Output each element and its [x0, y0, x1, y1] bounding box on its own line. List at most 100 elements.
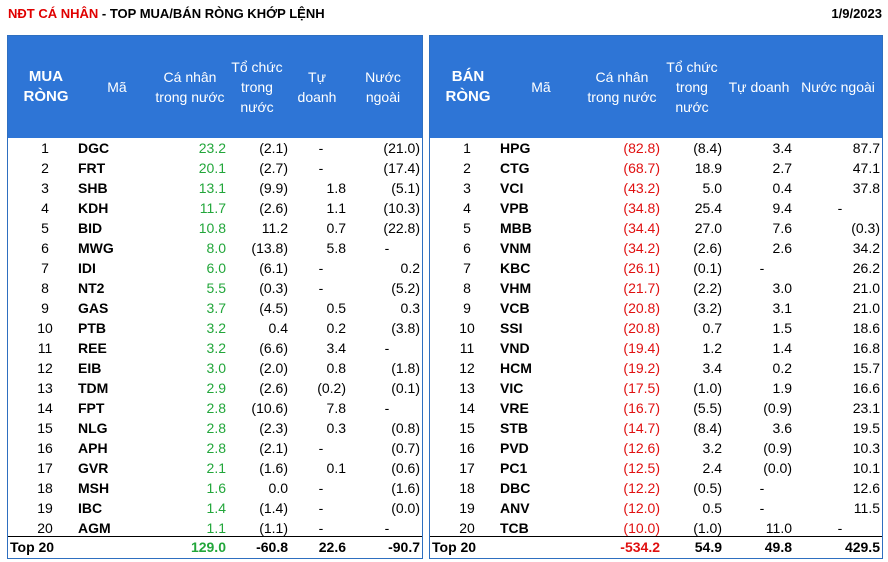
cell-ticker: IDI: [78, 260, 96, 276]
cell-rank: 9: [463, 300, 471, 316]
total-individual: 129.0: [190, 539, 226, 555]
cell-ticker: REE: [78, 340, 107, 356]
table-row: 11 VND (19.4) 1.2 1.4 16.8: [430, 338, 882, 358]
cell-individual: (16.7): [623, 400, 660, 416]
cell-ticker: KBC: [500, 260, 531, 276]
cell-individual: (12.0): [623, 500, 660, 516]
table-row: 4 VPB (34.8) 25.4 9.4 -: [430, 198, 882, 218]
table-row: 15 NLG 2.8 (2.3) 0.3 (0.8): [8, 418, 422, 438]
cell-prop: 0.2: [772, 360, 792, 376]
table-row: 20 AGM 1.1 (1.1) - -: [8, 518, 422, 538]
cell-foreign: (0.3): [851, 220, 880, 236]
header-prop: Tự doanh: [728, 79, 790, 95]
cell-individual: 11.7: [199, 200, 226, 216]
cell-foreign: (5.1): [391, 180, 420, 196]
cell-institution: 0.7: [702, 320, 722, 336]
cell-institution: (0.3): [259, 280, 288, 296]
cell-ticker: BID: [78, 220, 103, 236]
cell-institution: (1.1): [259, 520, 288, 536]
header-ticker: Mã: [531, 79, 551, 95]
cell-ticker: DGC: [78, 140, 110, 156]
cell-institution: (8.4): [693, 420, 722, 436]
table-row: 2 FRT 20.1 (2.7) - (17.4): [8, 158, 422, 178]
cell-ticker: VNM: [500, 240, 532, 256]
cell-individual: 2.9: [206, 380, 226, 396]
cell-individual: (82.8): [623, 140, 660, 156]
table-row: 17 PC1 (12.5) 2.4 (0.0) 10.1: [430, 458, 882, 478]
cell-rank: 7: [41, 260, 49, 276]
cell-prop: -: [318, 480, 324, 496]
cell-individual: (14.7): [623, 420, 660, 436]
cell-individual: (34.8): [623, 200, 660, 216]
cell-prop: 3.0: [772, 280, 792, 296]
cell-prop: -: [318, 160, 324, 176]
table-row: 1 DGC 23.2 (2.1) - (21.0): [8, 138, 422, 158]
cell-institution: (2.6): [259, 200, 288, 216]
cell-institution: (1.0): [693, 380, 722, 396]
cell-individual: (19.2): [623, 360, 660, 376]
cell-foreign: 15.7: [852, 360, 880, 376]
cell-ticker: GVR: [78, 460, 109, 476]
cell-individual: (20.8): [623, 320, 660, 336]
cell-foreign: (0.7): [391, 440, 420, 456]
cell-institution: (3.2): [693, 300, 722, 316]
cell-individual: (12.2): [623, 480, 660, 496]
cell-prop: 2.6: [772, 240, 792, 256]
cell-rank: 14: [459, 400, 475, 416]
cell-prop: 0.7: [326, 220, 346, 236]
cell-ticker: VIC: [500, 380, 524, 396]
cell-prop: 3.1: [772, 300, 792, 316]
cell-foreign: 18.6: [852, 320, 880, 336]
header-individual: Cá nhân trong nước: [155, 69, 225, 105]
cell-institution: (2.7): [259, 160, 288, 176]
cell-prop: (0.9): [763, 440, 792, 456]
cell-institution: 0.4: [268, 320, 288, 336]
cell-rank: 5: [41, 220, 49, 236]
cell-prop: (0.0): [763, 460, 792, 476]
cell-ticker: NLG: [78, 420, 108, 436]
title-rest: - TOP MUA/BÁN RÒNG KHỚP LỆNH: [98, 6, 325, 21]
cell-prop: -: [759, 260, 765, 276]
cell-rank: 6: [463, 240, 471, 256]
cell-institution: (2.6): [259, 380, 288, 396]
header-institution: Tổ chức trong nước: [666, 59, 718, 115]
table-row: 5 BID 10.8 11.2 0.7 (22.8): [8, 218, 422, 238]
header-prop: Tự doanh: [297, 69, 337, 105]
table-row: 3 VCI (43.2) 5.0 0.4 37.8: [430, 178, 882, 198]
cell-institution: (2.1): [259, 440, 288, 456]
cell-foreign: -: [384, 340, 390, 356]
cell-prop: -: [318, 440, 324, 456]
cell-individual: 13.1: [198, 180, 226, 196]
cell-individual: 23.2: [198, 140, 226, 156]
table-row: 17 GVR 2.1 (1.6) 0.1 (0.6): [8, 458, 422, 478]
cell-ticker: APH: [78, 440, 108, 456]
cell-ticker: CTG: [500, 160, 530, 176]
cell-individual: 2.8: [206, 440, 226, 456]
cell-prop: 0.4: [772, 180, 792, 196]
cell-rank: 8: [41, 280, 49, 296]
cell-institution: 27.0: [694, 220, 722, 236]
cell-ticker: VHM: [500, 280, 532, 296]
cell-individual: (26.1): [623, 260, 660, 276]
cell-prop: 1.8: [326, 180, 346, 196]
cell-prop: (0.9): [763, 400, 792, 416]
cell-ticker: PVD: [500, 440, 529, 456]
cell-individual: (12.6): [623, 440, 660, 456]
cell-rank: 18: [459, 480, 475, 496]
cell-rank: 12: [459, 360, 475, 376]
cell-institution: (2.0): [259, 360, 288, 376]
net-sell-table: BÁN RÒNG Mã Cá nhân trong nước Tổ chức t…: [429, 35, 883, 559]
cell-prop: 1.4: [772, 340, 792, 356]
total-individual: -534.2: [620, 539, 660, 555]
cell-rank: 9: [41, 300, 49, 316]
net-sell-rows: 1 HPG (82.8) (8.4) 3.4 87.7 2 CTG (68.7) 18.9 2.7 4…: [430, 138, 882, 538]
cell-prop: 2.7: [772, 160, 792, 176]
cell-individual: 1.4: [206, 500, 226, 516]
cell-rank: 3: [41, 180, 49, 196]
cell-individual: 3.2: [206, 340, 226, 356]
cell-prop: 1.5: [772, 320, 792, 336]
cell-rank: 16: [459, 440, 475, 456]
cell-rank: 20: [37, 520, 53, 536]
cell-foreign: 47.1: [852, 160, 880, 176]
cell-rank: 19: [37, 500, 53, 516]
